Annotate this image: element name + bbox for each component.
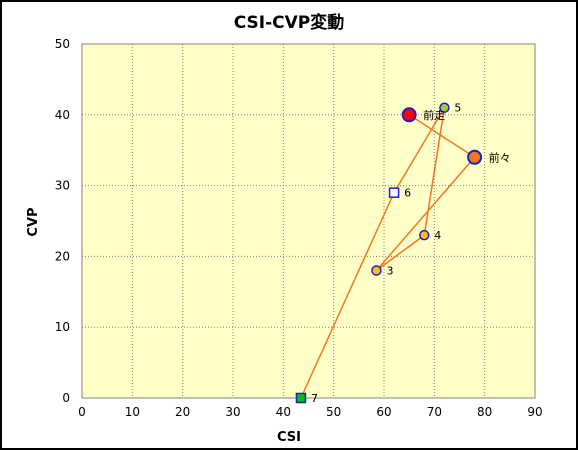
- data-point-label: 7: [311, 392, 318, 405]
- y-tick-label: 50: [55, 37, 70, 51]
- x-tick-label: 70: [427, 405, 442, 419]
- y-tick-label: 30: [55, 179, 70, 193]
- x-tick-label: 40: [276, 405, 291, 419]
- data-point-marker: [419, 229, 430, 241]
- x-tick-label: 0: [78, 405, 86, 419]
- x-axis-ticks: 0 10 20 30 40 50 60 70 80 90: [78, 405, 542, 419]
- y-tick-label: 0: [62, 391, 70, 405]
- data-point-marker: [371, 265, 382, 276]
- y-tick-label: 40: [55, 108, 70, 122]
- x-tick-label: 20: [175, 405, 190, 419]
- y-axis-label: CVP: [26, 207, 41, 236]
- data-point-marker: [467, 149, 483, 165]
- x-tick-label: 30: [225, 405, 240, 419]
- point-labels: 前々 前走 3 4 5 6 7: [311, 102, 511, 405]
- x-axis-label: CSI: [277, 430, 301, 445]
- data-point-label: 6: [404, 187, 411, 200]
- y-axis-ticks: 0 10 20 30 40 50: [55, 37, 70, 405]
- x-tick-label: 80: [477, 405, 492, 419]
- y-tick-label: 10: [55, 320, 70, 334]
- chart-title: CSI-CVP変動: [234, 12, 345, 33]
- data-point-label: 3: [386, 265, 393, 278]
- data-point-marker: [295, 392, 307, 404]
- data-point-label: 前々: [489, 150, 511, 164]
- x-tick-label: 90: [527, 405, 542, 419]
- data-point-marker: [439, 102, 450, 113]
- data-point-label: 4: [434, 229, 441, 242]
- grid-lines: [82, 44, 535, 398]
- data-point-marker: [401, 107, 417, 123]
- x-tick-label: 10: [125, 405, 140, 419]
- data-point-label: 5: [454, 102, 461, 115]
- y-tick-label: 20: [55, 249, 70, 263]
- data-markers: [295, 102, 483, 404]
- x-tick-label: 50: [326, 405, 341, 419]
- x-tick-label: 60: [376, 405, 391, 419]
- data-point-label: 前走: [423, 108, 445, 122]
- data-point-marker: [388, 187, 400, 198]
- plot-area: [81, 43, 536, 399]
